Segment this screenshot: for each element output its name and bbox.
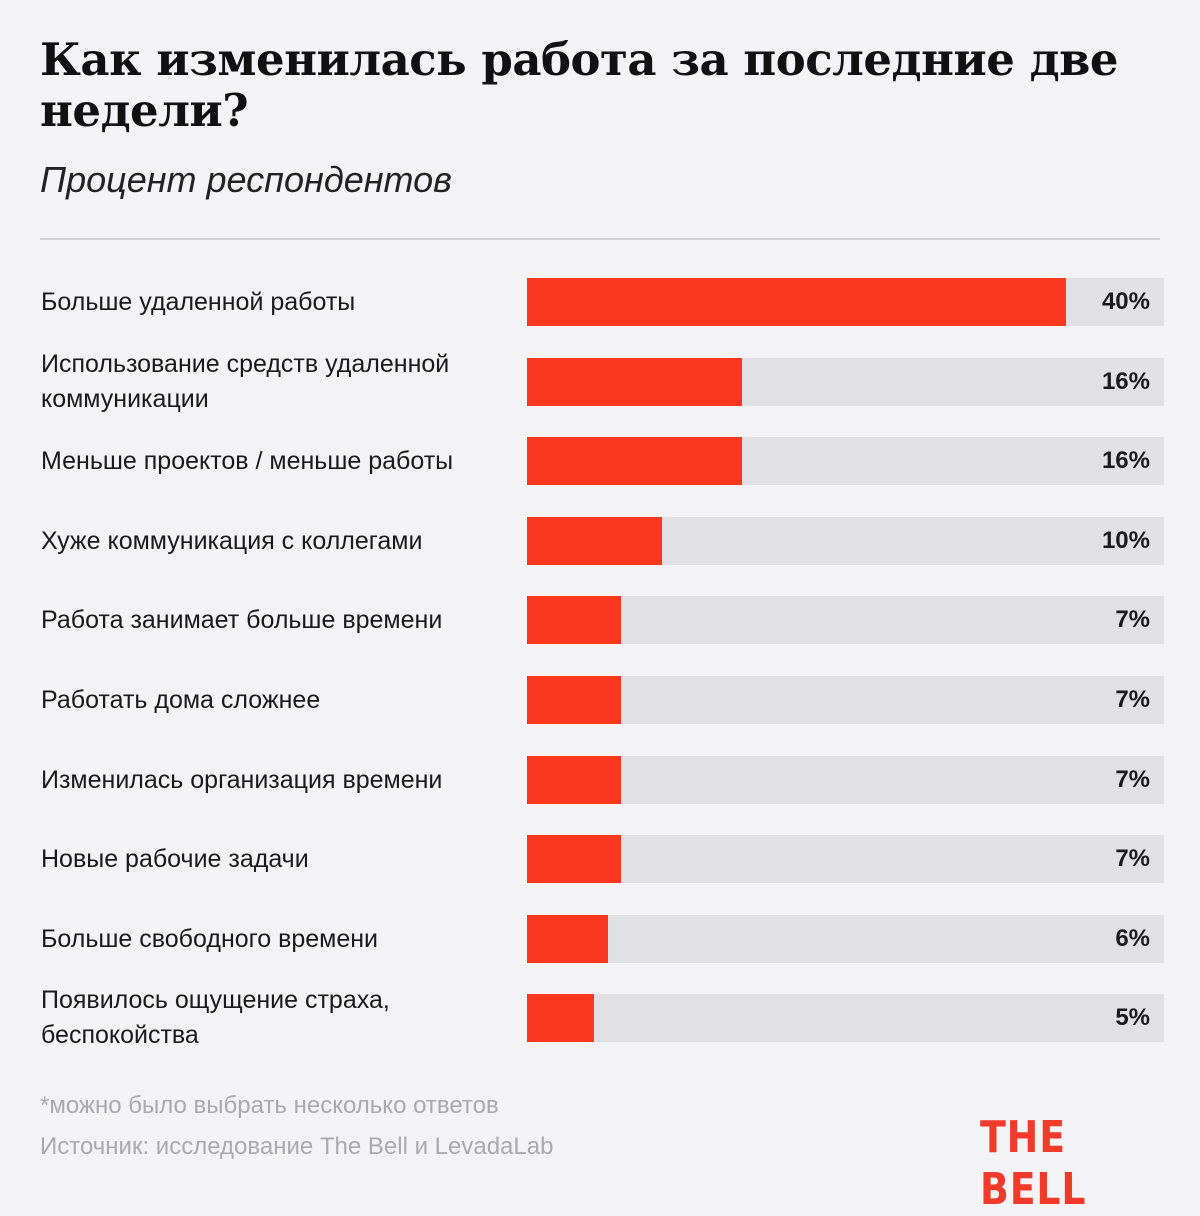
bar-track: 7% bbox=[527, 756, 1164, 804]
bar-track: 16% bbox=[527, 437, 1164, 485]
value-label: 10% bbox=[1101, 527, 1150, 554]
bar-track: 7% bbox=[527, 676, 1164, 724]
bar-row: Меньше проектов / меньше работы 16% bbox=[0, 437, 1200, 485]
source-note: Источник: исследование The Bell и Levada… bbox=[40, 1133, 554, 1160]
category-label: Работать дома сложнее bbox=[41, 685, 321, 714]
value-label: 40% bbox=[1101, 288, 1150, 315]
category-label: Использование средств удаленной коммуник… bbox=[41, 350, 450, 413]
value-label: 7% bbox=[1115, 606, 1150, 633]
bar-row: Новые рабочие задачи 7% bbox=[0, 835, 1200, 883]
bar-row: Больше свободного времени 6% bbox=[0, 915, 1200, 963]
value-label: 7% bbox=[1115, 766, 1150, 793]
category-label: Больше свободного времени bbox=[41, 924, 379, 953]
bar-track: 7% bbox=[527, 835, 1164, 883]
bar bbox=[527, 676, 621, 724]
chart-title: Как изменилась работа за последние две н… bbox=[40, 33, 1119, 137]
bar bbox=[527, 994, 594, 1042]
category-label: Работа занимает больше времени bbox=[41, 605, 443, 634]
category-label: Меньше проектов / меньше работы bbox=[41, 446, 454, 475]
bar-row: Больше удаленной работы 40% bbox=[0, 278, 1200, 326]
bar-row: Работать дома сложнее 7% bbox=[0, 676, 1200, 724]
category-label: Изменилась организация времени bbox=[41, 765, 443, 794]
bar-track: 10% bbox=[527, 517, 1164, 565]
value-label: 16% bbox=[1101, 447, 1150, 474]
category-label: Больше удаленной работы bbox=[41, 287, 356, 316]
category-label: Хуже коммуникация с коллегами bbox=[41, 526, 423, 555]
value-label: 16% bbox=[1101, 368, 1150, 395]
bar-track: 16% bbox=[527, 358, 1164, 406]
value-label: 7% bbox=[1115, 686, 1150, 713]
the-bell-logo: THE BELL bbox=[980, 1112, 1087, 1215]
bar bbox=[527, 437, 742, 485]
header-divider bbox=[40, 238, 1160, 240]
bar bbox=[527, 358, 742, 406]
value-label: 5% bbox=[1115, 1004, 1150, 1031]
bar-row: Работа занимает больше времени 7% bbox=[0, 596, 1200, 644]
bar-row: Появилось ощущение страха, беспокойства 5… bbox=[0, 986, 1200, 1049]
value-label: 6% bbox=[1115, 925, 1150, 952]
bar-row: Изменилась организация времени 7% bbox=[0, 756, 1200, 804]
bar-track: 5% bbox=[527, 994, 1164, 1042]
category-label: Появилось ощущение страха, беспокойства bbox=[41, 986, 390, 1049]
bar bbox=[527, 756, 621, 804]
chart-subtitle: Процент респондентов bbox=[40, 159, 452, 200]
bar bbox=[527, 596, 621, 644]
bar bbox=[527, 915, 608, 963]
category-label: Новые рабочие задачи bbox=[41, 844, 309, 873]
bar-track: 7% bbox=[527, 596, 1164, 644]
bar-row: Хуже коммуникация с коллегами 10% bbox=[0, 517, 1200, 565]
bar-track: 6% bbox=[527, 915, 1164, 963]
footnote: *можно было выбрать несколько ответов bbox=[40, 1092, 499, 1119]
bar bbox=[527, 835, 621, 883]
value-label: 7% bbox=[1115, 845, 1150, 872]
bar-row: Использование средств удаленной коммуник… bbox=[0, 350, 1200, 413]
bar bbox=[527, 278, 1066, 326]
bar-track: 40% bbox=[527, 278, 1164, 326]
bar bbox=[527, 517, 662, 565]
